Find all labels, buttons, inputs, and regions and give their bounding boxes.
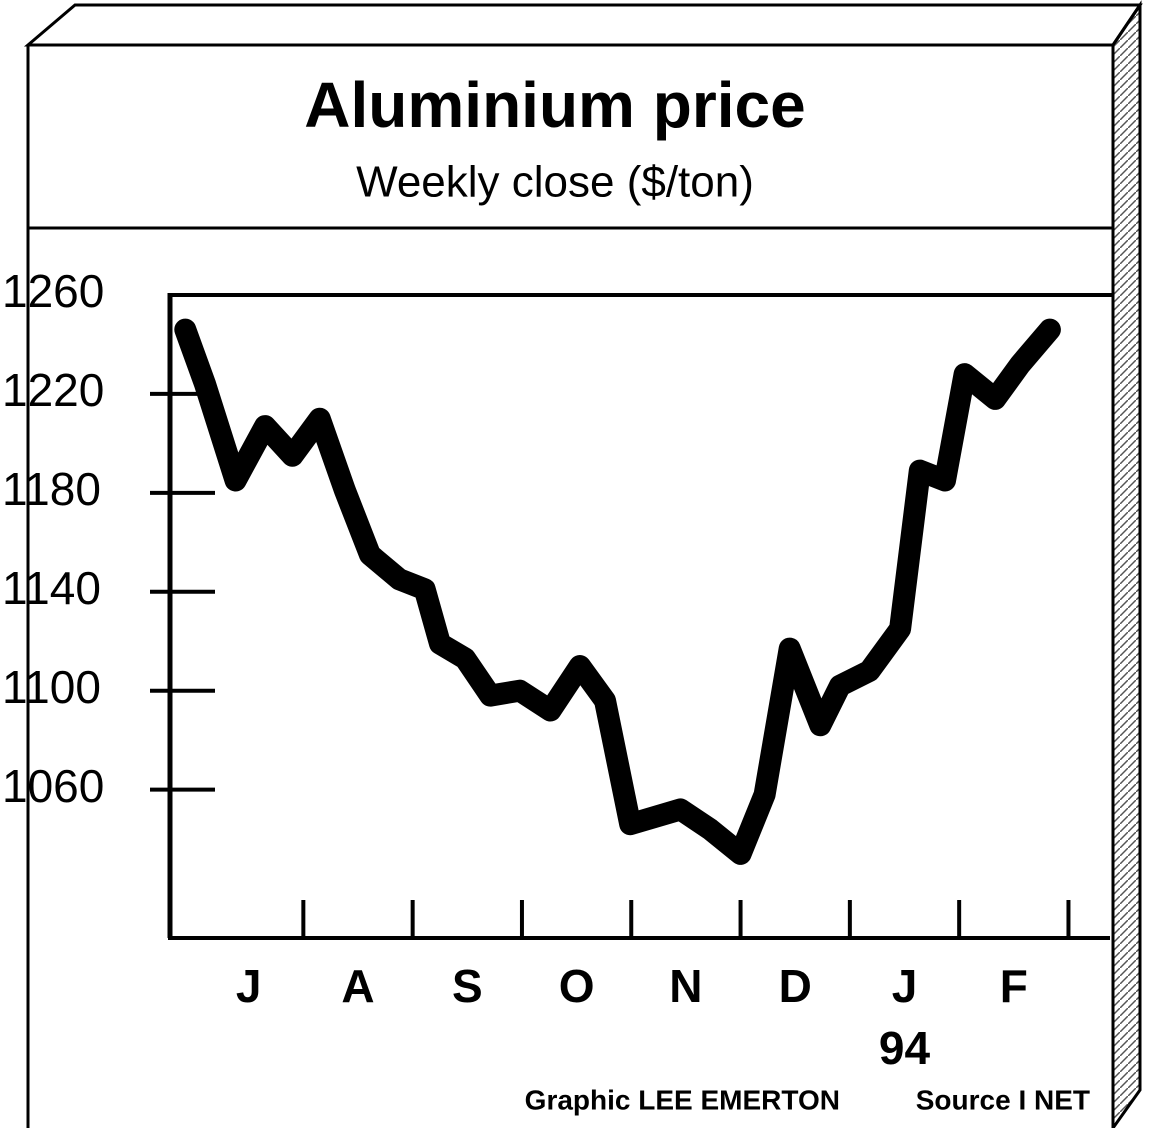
source: Source I NET — [916, 1084, 1090, 1115]
credit: Graphic LEE EMERTON — [525, 1084, 840, 1115]
frame-top — [23, 3, 1143, 47]
price-line — [174, 318, 1061, 865]
y-tick-label: 1060 — [2, 760, 104, 812]
chart-subtitle: Weekly close ($/ton) — [356, 158, 754, 207]
y-tick-label: 1140 — [2, 562, 101, 614]
x-tick-label: O — [559, 960, 595, 1012]
x-tick-label: A — [341, 960, 374, 1012]
x-tick-label: S — [452, 960, 483, 1012]
y-tick-label: 1100 — [2, 661, 101, 713]
y-tick-label: 1260 — [2, 265, 104, 317]
frame-side — [1111, 0, 1142, 1128]
x-tick-label: J — [236, 960, 262, 1012]
x-tick-label: F — [1000, 960, 1028, 1012]
x-tick-label: N — [669, 960, 702, 1012]
x-tick-label: D — [779, 960, 812, 1012]
y-tick-label: 1180 — [2, 463, 101, 515]
y-tick-label: 1220 — [2, 364, 104, 416]
x-tick-label: J — [892, 960, 918, 1012]
chart-title: Aluminium price — [304, 69, 805, 141]
x-sublabel: 94 — [879, 1022, 931, 1074]
